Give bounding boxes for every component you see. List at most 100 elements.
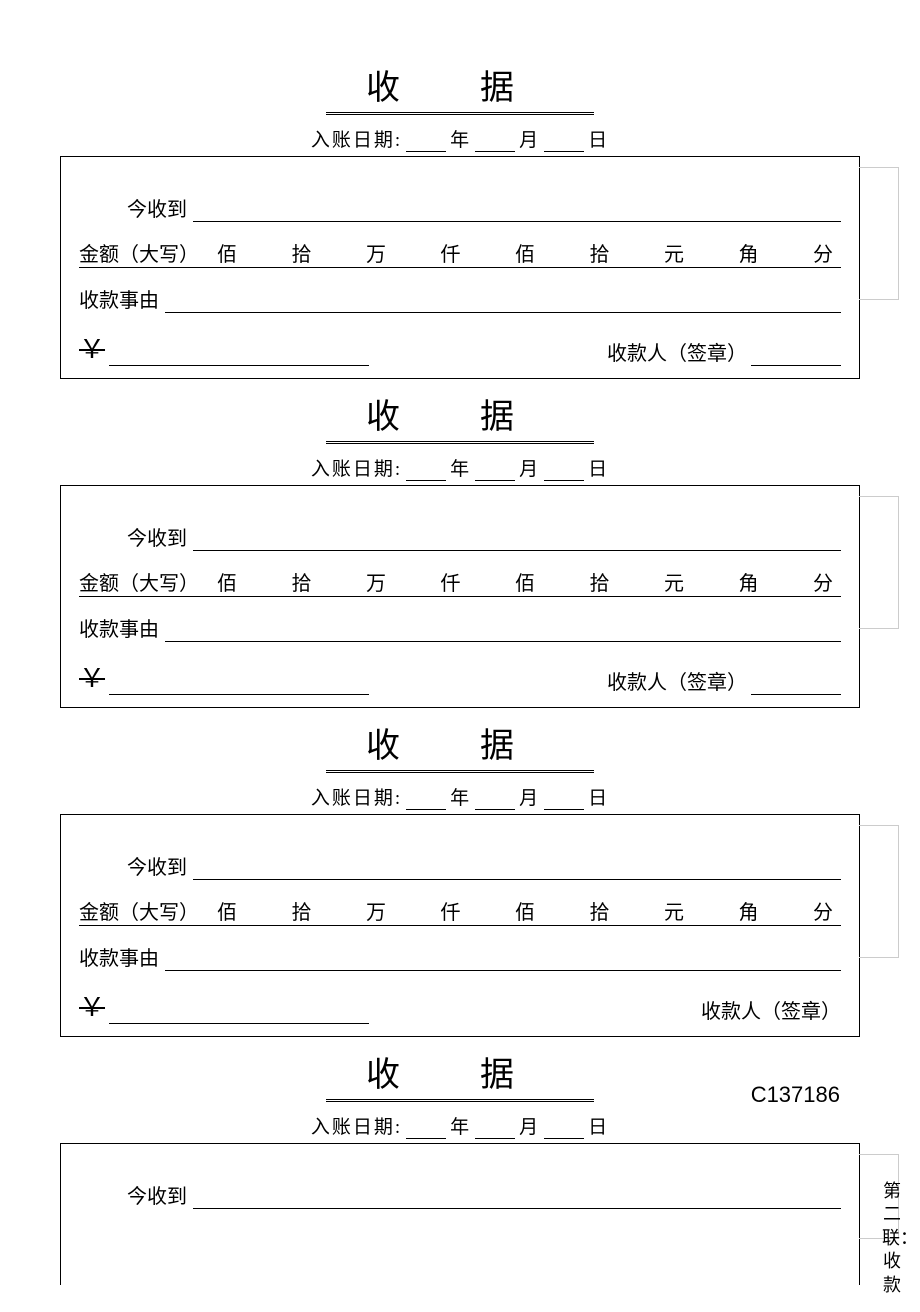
payment-reason-row: 收款事由 [79, 942, 841, 971]
entry-date-label: 入账日期: [311, 1117, 402, 1138]
copy-label: 第二联：收款 [882, 1180, 902, 1297]
amount-unit: 分 [813, 896, 833, 925]
receipt-title-row: 收据 [60, 389, 860, 444]
day-field[interactable] [544, 133, 584, 152]
entry-date-label: 入账日期: [311, 130, 402, 151]
day-field[interactable] [544, 462, 584, 481]
amount-unit: 佰 [217, 567, 237, 596]
month-unit: 月 [519, 459, 540, 480]
amount-words-label: 金额（大写） [79, 238, 199, 268]
entry-date-row: 入账日期:年月日 [60, 1112, 860, 1139]
amount-unit: 万 [366, 896, 386, 925]
box-shadow [859, 167, 899, 300]
received-from-row: 今收到 [79, 1180, 841, 1209]
receipt-box: 今收到 [60, 1143, 860, 1285]
receipt-title-row: 收据C137186 [60, 1047, 860, 1102]
day-field[interactable] [544, 791, 584, 810]
amount-unit: 佰 [515, 567, 535, 596]
day-unit: 日 [588, 459, 609, 480]
amount-unit: 仟 [441, 238, 461, 267]
day-unit: 日 [588, 1117, 609, 1138]
receipt-title: 收据 [326, 389, 594, 442]
year-field[interactable] [406, 133, 446, 152]
amount-unit: 佰 [217, 238, 237, 267]
amount-numeric-field[interactable] [109, 675, 369, 695]
amount-unit: 佰 [217, 896, 237, 925]
receipt-page: 收据入账日期:年月日今收到金额（大写）佰拾万仟佰拾元角分收款事由￥收款人（签章）… [0, 0, 920, 1285]
currency-symbol: ￥ [79, 987, 105, 1024]
year-field[interactable] [406, 1120, 446, 1139]
receipt-box: 今收到金额（大写）佰拾万仟佰拾元角分收款事由￥收款人（签章） [60, 485, 860, 708]
received-from-field[interactable] [193, 1189, 841, 1209]
amount-numeric-field[interactable] [109, 1004, 369, 1024]
amount-unit: 拾 [590, 896, 610, 925]
amount-words-row: 金额（大写）佰拾万仟佰拾元角分 [79, 238, 841, 268]
entry-date-label: 入账日期: [311, 788, 402, 809]
amount-unit: 角 [739, 238, 759, 267]
day-field[interactable] [544, 1120, 584, 1139]
received-from-label: 今收到 [127, 851, 187, 880]
day-unit: 日 [588, 788, 609, 809]
year-unit: 年 [450, 788, 471, 809]
payee-label: 收款人（签章） [607, 666, 747, 695]
amount-unit: 分 [813, 238, 833, 267]
amount-numeric-field[interactable] [109, 346, 369, 366]
amount-unit: 仟 [441, 896, 461, 925]
amount-unit: 角 [739, 896, 759, 925]
amount-signature-row: ￥收款人（签章） [79, 987, 841, 1024]
amount-signature-row: ￥ 收款人（签章） [79, 658, 841, 695]
receipt: 收据入账日期:年月日今收到金额（大写）佰拾万仟佰拾元角分收款事由￥收款人（签章） [60, 718, 860, 1037]
payee-signature-field[interactable] [751, 346, 841, 366]
payee-signature-field[interactable] [751, 675, 841, 695]
serial-number: C137186 [751, 1082, 840, 1108]
received-from-label: 今收到 [127, 522, 187, 551]
payment-reason-label: 收款事由 [79, 613, 159, 642]
amount-unit: 佰 [515, 238, 535, 267]
received-from-field[interactable] [193, 202, 841, 222]
year-field[interactable] [406, 462, 446, 481]
amount-unit: 角 [739, 567, 759, 596]
currency-symbol: ￥ [79, 658, 105, 695]
amount-unit: 拾 [590, 238, 610, 267]
payment-reason-field[interactable] [165, 951, 841, 971]
receipt-title: 收据 [326, 718, 594, 771]
entry-date-label: 入账日期: [311, 459, 402, 480]
year-field[interactable] [406, 791, 446, 810]
box-shadow [859, 825, 899, 958]
payment-reason-field[interactable] [165, 293, 841, 313]
payment-reason-label: 收款事由 [79, 284, 159, 313]
amount-units-field[interactable]: 佰拾万仟佰拾元角分 [199, 238, 841, 268]
receipt-box: 今收到金额（大写）佰拾万仟佰拾元角分收款事由￥收款人（签章） [60, 156, 860, 379]
amount-words-row: 金额（大写）佰拾万仟佰拾元角分 [79, 567, 841, 597]
receipt-title: 收据 [326, 1047, 594, 1100]
receipt: 收据入账日期:年月日今收到金额（大写）佰拾万仟佰拾元角分收款事由￥收款人（签章） [60, 60, 860, 379]
amount-unit: 拾 [292, 896, 312, 925]
amount-words-label: 金额（大写） [79, 567, 199, 597]
amount-unit: 拾 [292, 567, 312, 596]
amount-units-field[interactable]: 佰拾万仟佰拾元角分 [199, 567, 841, 597]
received-from-row: 今收到 [79, 851, 841, 880]
month-field[interactable] [475, 791, 515, 810]
received-from-field[interactable] [193, 531, 841, 551]
amount-units-field[interactable]: 佰拾万仟佰拾元角分 [199, 896, 841, 926]
receipt-title: 收据 [326, 60, 594, 113]
received-from-field[interactable] [193, 860, 841, 880]
month-field[interactable] [475, 133, 515, 152]
amount-unit: 拾 [292, 238, 312, 267]
amount-unit: 元 [664, 896, 684, 925]
amount-unit: 万 [366, 238, 386, 267]
amount-unit: 拾 [590, 567, 610, 596]
amount-words-row: 金额（大写）佰拾万仟佰拾元角分 [79, 896, 841, 926]
amount-unit: 分 [813, 567, 833, 596]
payment-reason-label: 收款事由 [79, 942, 159, 971]
payment-reason-row: 收款事由 [79, 613, 841, 642]
entry-date-row: 入账日期: 年 月 日 [60, 454, 860, 481]
month-field[interactable] [475, 1120, 515, 1139]
receipt: 收据入账日期:年月日今收到金额（大写）佰拾万仟佰拾元角分收款事由￥收款人（签章） [60, 389, 860, 708]
received-from-label: 今收到 [127, 193, 187, 222]
month-field[interactable] [475, 462, 515, 481]
received-from-row: 今收到 [79, 193, 841, 222]
amount-unit: 佰 [515, 896, 535, 925]
year-unit: 年 [450, 459, 471, 480]
payment-reason-field[interactable] [165, 622, 841, 642]
